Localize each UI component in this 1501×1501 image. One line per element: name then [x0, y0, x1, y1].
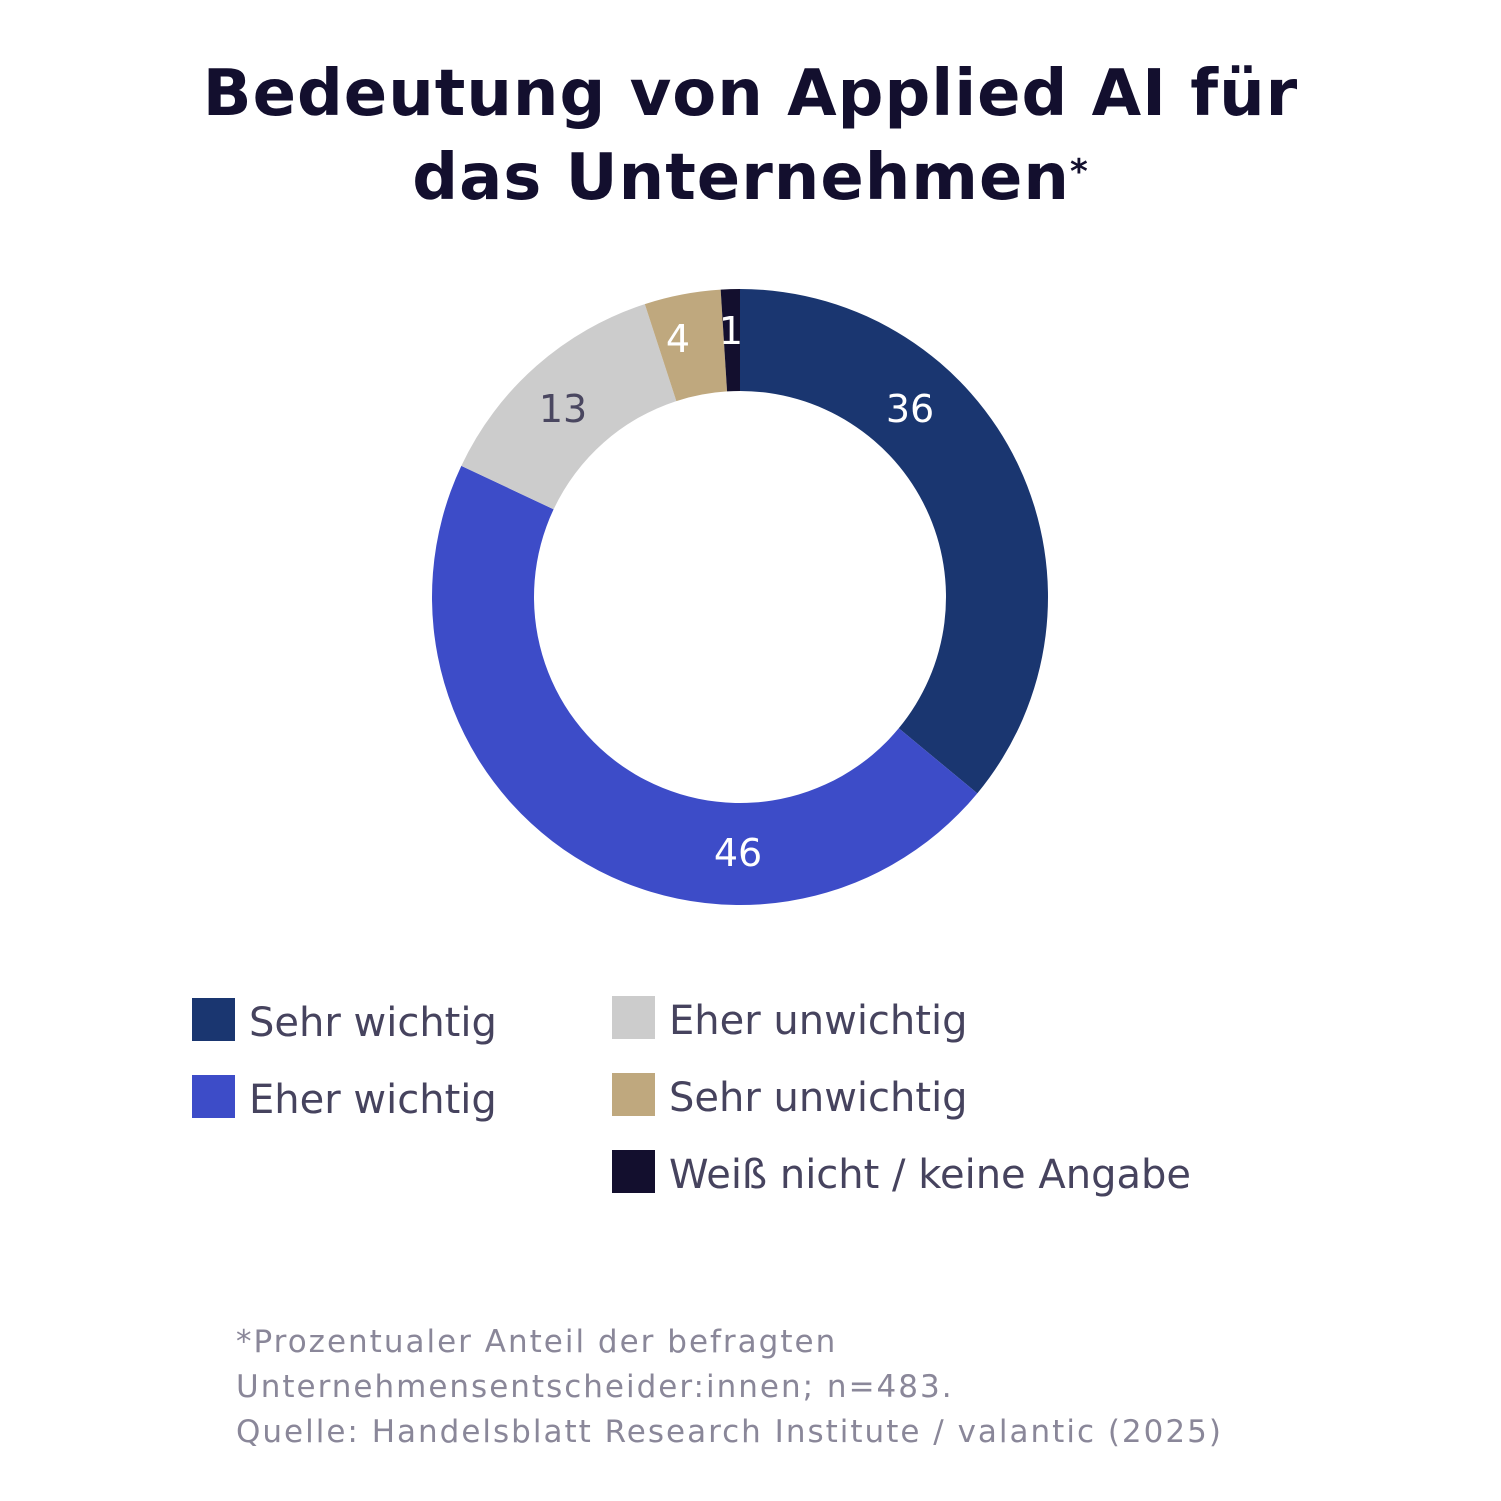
legend-label: Sehr unwichtig: [669, 1075, 968, 1121]
chart-title: Bedeutung von Applied AI für das Unterne…: [0, 52, 1501, 220]
footnote-line: Unternehmensentscheider:innen; n=483.: [236, 1369, 954, 1405]
donut-slice-0: [740, 289, 1048, 794]
legend-item: Sehr wichtig: [192, 997, 497, 1046]
title-line-2: das Unternehmen*: [412, 141, 1089, 215]
footnote: *Prozentualer Anteil der befragten Unter…: [236, 1320, 1223, 1455]
legend-label: Sehr wichtig: [249, 1000, 497, 1046]
legend-item: Eher wichtig: [192, 1074, 497, 1123]
footnote-line: *Prozentualer Anteil der befragten: [236, 1324, 838, 1360]
donut-slice-3: [644, 289, 728, 402]
legend-swatch: [612, 1072, 655, 1116]
legend-item: Sehr unwichtig: [612, 1072, 968, 1121]
title-footnote-mark: *: [1069, 152, 1089, 192]
footnote-line: Quelle: Handelsblatt Research Institute …: [236, 1414, 1223, 1450]
legend-label: Eher wichtig: [249, 1077, 497, 1123]
title-line-1: Bedeutung von Applied AI für: [202, 57, 1299, 131]
legend-swatch: [192, 997, 235, 1041]
legend-label: Weiß nicht / keine Angabe: [669, 1152, 1191, 1198]
legend-swatch: [192, 1074, 235, 1118]
data-label-4: 1: [719, 309, 743, 353]
donut-slice-4: [720, 289, 740, 392]
legend-swatch: [612, 995, 655, 1039]
legend-label: Eher unwichtig: [669, 998, 968, 1044]
donut-slice-1: [431, 465, 978, 905]
legend-swatch: [612, 1149, 655, 1193]
data-label-2: 13: [539, 387, 587, 431]
data-label-0: 36: [886, 387, 934, 431]
data-label-3: 4: [666, 317, 690, 361]
data-label-1: 46: [714, 831, 762, 875]
legend-item: Eher unwichtig: [612, 995, 968, 1044]
donut-slice-2: [461, 304, 677, 510]
legend-item: Weiß nicht / keine Angabe: [612, 1149, 1191, 1198]
